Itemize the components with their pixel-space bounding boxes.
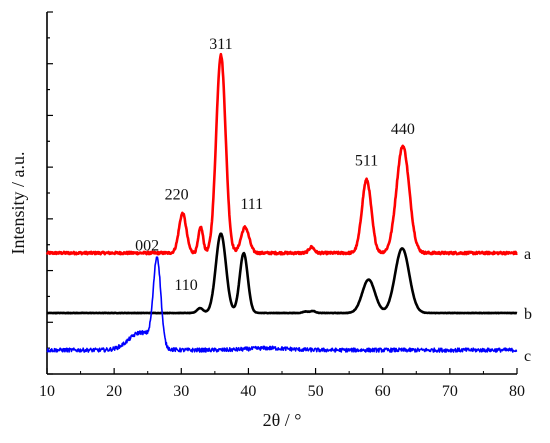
x-tick-label: 60 — [375, 383, 391, 400]
series-label-c: c — [524, 348, 531, 365]
x-tick-label: 40 — [240, 383, 256, 400]
y-axis-title: Intensity / a.u. — [8, 152, 28, 255]
x-tick-label: 70 — [442, 383, 458, 400]
peak-label-440: 440 — [391, 121, 415, 138]
x-tick-label: 30 — [173, 383, 189, 400]
series-label-a: a — [524, 246, 531, 263]
peak-label-002: 002 — [135, 238, 159, 255]
x-tick-label: 50 — [308, 383, 324, 400]
x-tick-label: 10 — [39, 383, 55, 400]
peak-label-511: 511 — [355, 153, 378, 170]
series-label-b: b — [524, 306, 532, 323]
peak-label-220: 220 — [165, 186, 189, 203]
peak-label-110: 110 — [174, 277, 197, 294]
peak-label-111: 111 — [240, 196, 263, 213]
x-tick-label: 20 — [106, 383, 122, 400]
series-line-b — [46, 232, 518, 315]
series-line-a — [45, 52, 518, 256]
x-tick-label: 80 — [509, 383, 525, 400]
series-line-c — [46, 256, 518, 353]
x-axis-title: 2θ / ° — [263, 410, 302, 430]
peak-label-311: 311 — [209, 36, 232, 53]
